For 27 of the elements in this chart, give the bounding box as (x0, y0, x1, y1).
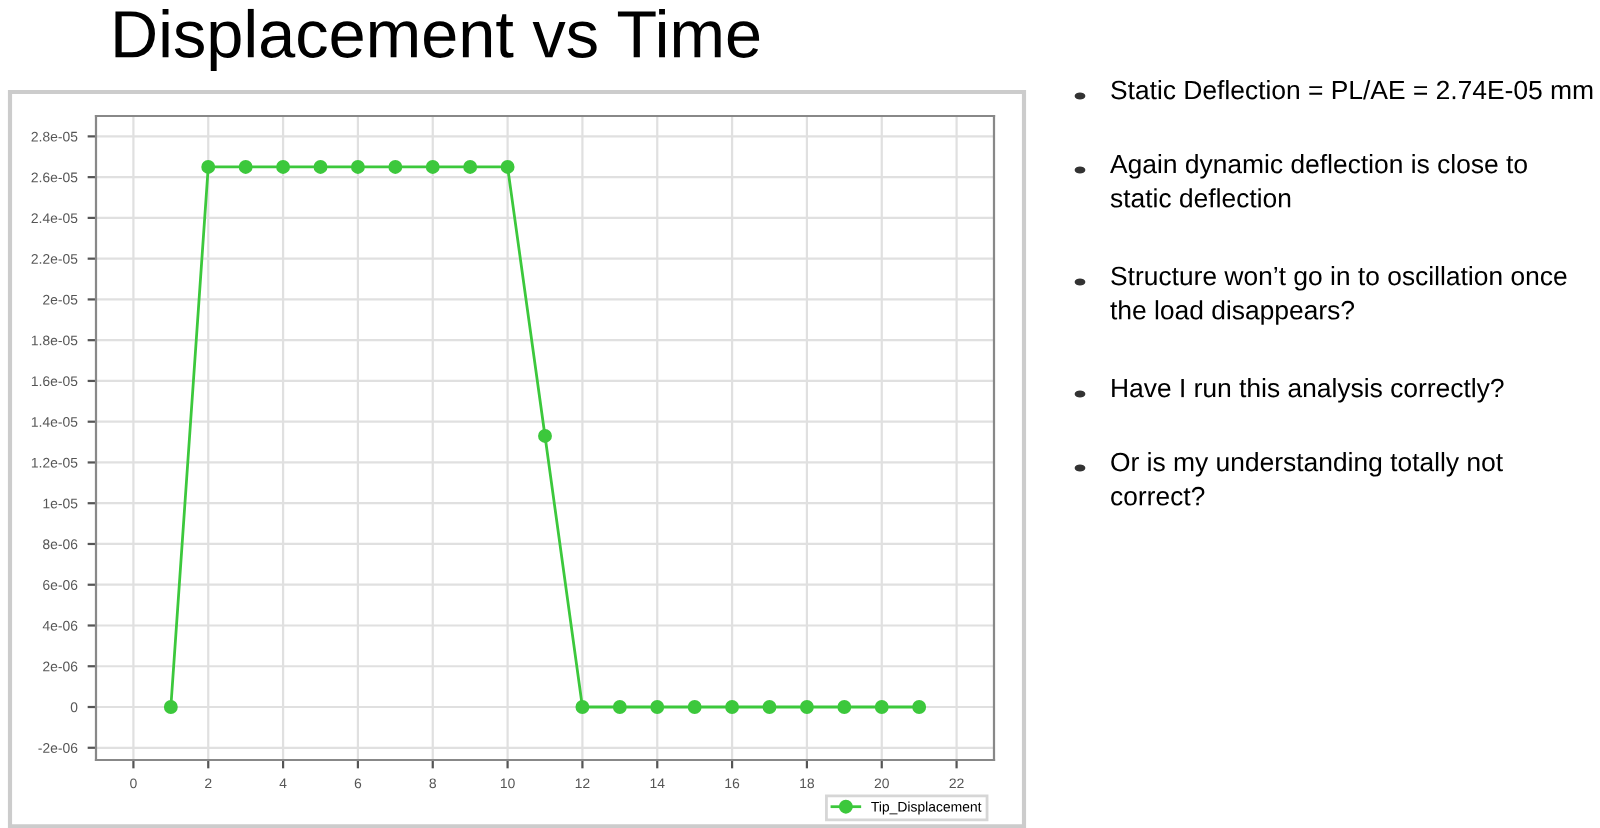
text: Have I run this analysis correctly? (1112, 378, 1504, 403)
point (238, 160, 253, 174)
point (687, 700, 702, 714)
point (276, 160, 291, 174)
text: Or is my understanding totally not correct? (1111, 452, 1503, 506)
text: Static Deflection = PL/AE = 2.74E-05 mm (1111, 80, 1593, 100)
point (201, 160, 216, 174)
point (762, 700, 777, 714)
point (612, 700, 627, 714)
point (463, 160, 478, 174)
point (500, 160, 515, 174)
point (874, 700, 889, 714)
text: Again dynamic deflection is close to static deflection (1110, 154, 1527, 208)
point (837, 700, 852, 714)
point (538, 429, 552, 443)
chart-title: Displacement vs Time (115, 8, 760, 72)
text: Structure won’t go in to oscillation once the load disappears? (1110, 266, 1567, 325)
point (725, 700, 740, 714)
point (425, 160, 440, 174)
point (799, 700, 814, 714)
point (388, 160, 403, 174)
point (575, 700, 590, 714)
point (350, 160, 365, 174)
point (912, 700, 927, 714)
point (163, 700, 178, 714)
point (313, 160, 328, 174)
point (650, 700, 665, 714)
